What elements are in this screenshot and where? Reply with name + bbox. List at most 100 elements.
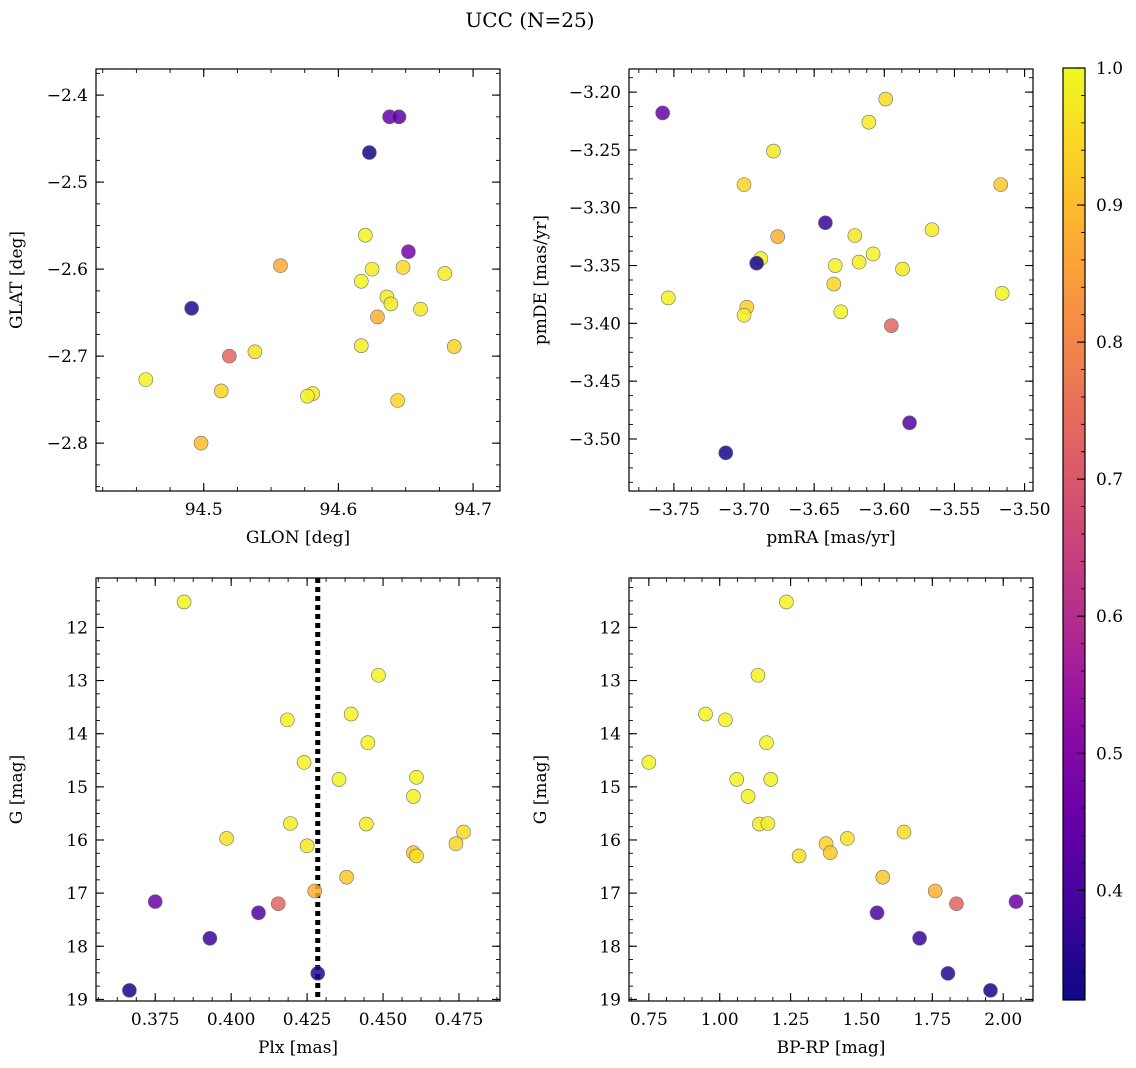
scatter-point <box>299 838 315 854</box>
scatter-point <box>994 285 1010 301</box>
scatter-point <box>280 712 295 728</box>
scatter-point <box>740 789 756 804</box>
x-tick-label: −3.65 <box>788 500 840 520</box>
scatter-point <box>219 831 234 846</box>
x-tick-label: 94.6 <box>319 500 357 520</box>
scatter-point <box>122 983 137 998</box>
scatter-points <box>641 594 1024 998</box>
scatter-point <box>736 307 752 323</box>
y-tick-label: 17 <box>66 884 88 904</box>
colorbar-tick-label: 0.5 <box>1096 744 1123 764</box>
scatter-point <box>362 145 377 160</box>
y-tick-label: 13 <box>66 672 88 692</box>
colorbar-tick-label: 0.6 <box>1096 607 1123 627</box>
panel-top-left: 94.5 94.6 94.7 −2.8 −2.7 −2.6 −2.5 −2.4 GLON [de… <box>7 68 501 548</box>
scatter-point <box>655 105 670 121</box>
x-tick-label: −3.55 <box>928 500 980 520</box>
scatter-point <box>865 246 881 262</box>
y-tick-label: 15 <box>599 778 621 798</box>
x-axis-label: BP-RP [mag] <box>777 1038 886 1058</box>
y-axis-label: GLAT [deg] <box>7 231 27 329</box>
scatter-point <box>413 301 428 317</box>
y-tick-label: 18 <box>66 937 88 957</box>
scatter-point <box>364 261 380 277</box>
panel-bottom-left: 0.375 0.400 0.425 0.450 0.475 12 13 14 15 16 17 18 1… <box>7 577 501 1058</box>
y-tick-label: −2.4 <box>47 86 88 106</box>
scatter-point <box>353 338 369 353</box>
y-tick-label: 18 <box>599 937 621 957</box>
scatter-point <box>273 258 288 273</box>
scatter-point <box>409 848 424 864</box>
figure-title: UCC (N=25) <box>465 8 594 32</box>
scatter-point <box>641 755 657 770</box>
scatter-point <box>949 896 964 912</box>
scatter-point <box>448 836 464 852</box>
scatter-point <box>147 894 163 909</box>
x-tick-label: 0.475 <box>435 1010 484 1030</box>
x-tick-label: 0.375 <box>131 1010 180 1030</box>
scatter-point <box>760 816 776 831</box>
y-tick-label: 17 <box>599 884 621 904</box>
x-tick-label: −3.50 <box>999 500 1051 520</box>
colorbar-tick-label: 0.8 <box>1096 333 1123 353</box>
y-tick-label: −3.20 <box>569 83 621 103</box>
x-tick-label: 94.7 <box>454 500 492 520</box>
scatter-point <box>360 735 376 751</box>
scatter-point <box>763 772 779 787</box>
scatter-point <box>247 344 263 360</box>
x-tick-label: −3.60 <box>858 500 910 520</box>
x-tick-label: 0.425 <box>283 1010 332 1030</box>
colorbar-tick-label: 0.7 <box>1096 470 1123 490</box>
scatter-point <box>251 905 266 921</box>
scatter-point <box>213 383 229 399</box>
scatter-point <box>927 883 943 899</box>
scatter-point <box>406 789 421 804</box>
y-tick-label: −3.30 <box>569 199 621 219</box>
scatter-point <box>331 772 347 787</box>
scatter-point <box>878 91 894 107</box>
scatter-point <box>912 930 927 946</box>
scatter-point <box>698 706 713 722</box>
scatter-point <box>353 274 369 289</box>
scatter-point <box>437 266 453 281</box>
axes-frame <box>628 577 1034 1002</box>
y-tick-label: −3.45 <box>569 372 621 392</box>
x-tick-label: −3.75 <box>648 500 700 520</box>
y-tick-label: 14 <box>66 725 88 745</box>
scatter-point <box>718 712 733 728</box>
scatter-point <box>660 290 676 306</box>
colorbar-tick-label: 0.9 <box>1096 196 1123 216</box>
scatter-point <box>193 435 209 451</box>
x-tick-label: 1.00 <box>701 1010 739 1030</box>
axes-frame <box>95 577 501 1002</box>
axes-frame <box>95 68 501 492</box>
scatter-point <box>766 143 781 159</box>
scatter-point <box>1008 894 1024 909</box>
scatter-point <box>391 109 407 125</box>
y-tick-label: 12 <box>599 618 621 638</box>
panel-bottom-right: 0.75 1.00 1.25 1.50 1.75 2.00 12 13 14 15 16 17 18 19… <box>531 577 1034 1058</box>
x-tick-label: 0.400 <box>207 1010 256 1030</box>
y-tick-label: −2.5 <box>47 173 88 193</box>
scatter-point <box>902 415 917 431</box>
y-tick-label: 16 <box>66 831 88 851</box>
scatter-point <box>749 255 764 271</box>
scatter-points <box>655 91 1010 461</box>
scatter-point <box>875 869 891 885</box>
y-axis-label: G [mag] <box>531 755 551 824</box>
scatter-point <box>924 222 940 238</box>
y-axis-label: pmDE [mas/yr] <box>531 215 551 345</box>
scatter-point <box>818 215 833 231</box>
scatter-point <box>884 318 899 333</box>
scatter-point <box>940 966 956 981</box>
scatter-point <box>861 114 877 130</box>
x-tick-label: 1.75 <box>913 1010 951 1030</box>
scatter-point <box>390 393 405 408</box>
colorbar: 0.4 0.5 0.6 0.7 0.8 0.9 1.0 <box>1062 59 1123 1001</box>
scatter-point <box>826 276 842 292</box>
x-tick-label: 1.50 <box>843 1010 881 1030</box>
panel-top-right: −3.75 −3.70 −3.65 −3.60 −3.55 −3.50 −3.50 −3.45… <box>531 68 1051 548</box>
y-tick-label: −2.6 <box>47 260 88 280</box>
y-tick-label: 12 <box>66 618 88 638</box>
y-tick-label: −3.40 <box>569 314 621 334</box>
